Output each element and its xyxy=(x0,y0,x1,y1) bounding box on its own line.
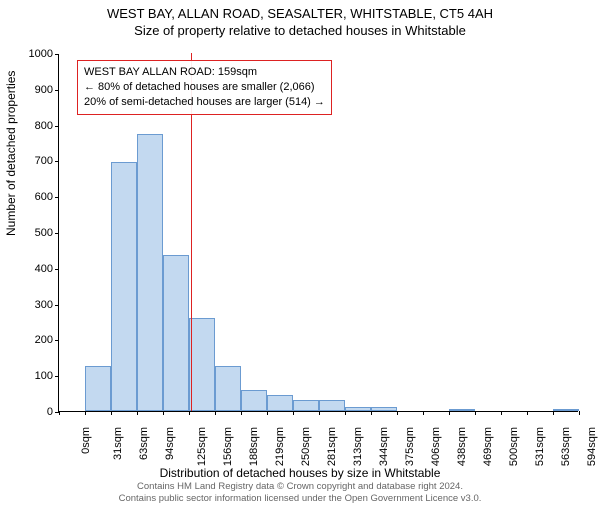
xtick-mark xyxy=(397,411,398,415)
ytick-label: 1000 xyxy=(13,48,53,60)
footer-line-1: Contains HM Land Registry data © Crown c… xyxy=(0,481,600,492)
ytick-mark xyxy=(55,54,59,55)
bar xyxy=(449,409,475,411)
xtick-mark xyxy=(189,411,190,415)
bar xyxy=(111,162,137,411)
xtick-mark xyxy=(371,411,372,415)
title-sub: Size of property relative to detached ho… xyxy=(0,23,600,38)
ytick-mark xyxy=(55,269,59,270)
xtick-mark xyxy=(553,411,554,415)
xtick-mark xyxy=(579,411,580,415)
xtick-mark xyxy=(163,411,164,415)
ytick-mark xyxy=(55,376,59,377)
annotation-line-2: ← 80% of detached houses are smaller (2,… xyxy=(84,80,325,95)
xtick-label: 125sqm xyxy=(196,427,208,466)
xtick-label: 250sqm xyxy=(300,427,312,466)
xtick-label: 313sqm xyxy=(352,427,364,466)
xtick-mark xyxy=(345,411,346,415)
ytick-mark xyxy=(55,340,59,341)
ytick-label: 800 xyxy=(13,120,53,132)
xtick-label: 63sqm xyxy=(138,427,150,460)
xtick-label: 281sqm xyxy=(326,427,338,466)
ytick-label: 900 xyxy=(13,84,53,96)
xtick-mark xyxy=(293,411,294,415)
ytick-label: 0 xyxy=(13,406,53,418)
ytick-mark xyxy=(55,197,59,198)
xtick-label: 406sqm xyxy=(430,427,442,466)
bar xyxy=(85,366,111,411)
bar xyxy=(553,409,579,411)
annotation-line-3: 20% of semi-detached houses are larger (… xyxy=(84,95,325,110)
xtick-label: 500sqm xyxy=(508,427,520,466)
ytick-mark xyxy=(55,126,59,127)
chart: 010020030040050060070080090010000sqm31sq… xyxy=(58,54,578,412)
xtick-mark xyxy=(59,411,60,415)
footer-attribution: Contains HM Land Registry data © Crown c… xyxy=(0,481,600,504)
xtick-label: 438sqm xyxy=(456,427,468,466)
xtick-mark xyxy=(449,411,450,415)
xtick-mark xyxy=(527,411,528,415)
ytick-mark xyxy=(55,161,59,162)
xtick-label: 531sqm xyxy=(534,427,546,466)
xtick-mark xyxy=(215,411,216,415)
bar xyxy=(189,318,215,411)
xtick-label: 375sqm xyxy=(404,427,416,466)
ytick-label: 500 xyxy=(13,227,53,239)
xtick-label: 188sqm xyxy=(248,427,260,466)
xtick-label: 344sqm xyxy=(378,427,390,466)
xtick-label: 31sqm xyxy=(112,427,124,460)
xtick-mark xyxy=(475,411,476,415)
bar xyxy=(345,407,371,411)
annotation-box: WEST BAY ALLAN ROAD: 159sqm← 80% of deta… xyxy=(77,60,332,115)
ytick-mark xyxy=(55,305,59,306)
bar xyxy=(215,366,241,411)
xtick-mark xyxy=(137,411,138,415)
xtick-label: 94sqm xyxy=(164,427,176,460)
xtick-mark xyxy=(423,411,424,415)
xtick-mark xyxy=(267,411,268,415)
xtick-label: 594sqm xyxy=(586,427,598,466)
ytick-mark xyxy=(55,233,59,234)
bar xyxy=(241,390,267,411)
ytick-label: 600 xyxy=(13,191,53,203)
xtick-mark xyxy=(85,411,86,415)
xtick-label: 156sqm xyxy=(222,427,234,466)
ytick-label: 200 xyxy=(13,334,53,346)
ytick-label: 300 xyxy=(13,299,53,311)
xtick-mark xyxy=(319,411,320,415)
xtick-mark xyxy=(241,411,242,415)
xtick-label: 219sqm xyxy=(274,427,286,466)
xtick-mark xyxy=(111,411,112,415)
xtick-label: 563sqm xyxy=(560,427,572,466)
bar xyxy=(267,395,293,411)
bar xyxy=(371,407,397,411)
xtick-label: 469sqm xyxy=(482,427,494,466)
footer-line-2: Contains public sector information licen… xyxy=(0,493,600,504)
title-main: WEST BAY, ALLAN ROAD, SEASALTER, WHITSTA… xyxy=(0,6,600,21)
xtick-label: 0sqm xyxy=(80,427,92,454)
annotation-line-1: WEST BAY ALLAN ROAD: 159sqm xyxy=(84,65,325,80)
ytick-label: 700 xyxy=(13,155,53,167)
ytick-mark xyxy=(55,90,59,91)
xtick-mark xyxy=(501,411,502,415)
bar xyxy=(319,400,345,411)
ytick-label: 400 xyxy=(13,263,53,275)
x-axis-label: Distribution of detached houses by size … xyxy=(0,466,600,480)
bar xyxy=(163,255,189,411)
bar xyxy=(293,400,319,411)
bar xyxy=(137,134,163,411)
plot-area: 010020030040050060070080090010000sqm31sq… xyxy=(58,54,578,412)
ytick-label: 100 xyxy=(13,370,53,382)
